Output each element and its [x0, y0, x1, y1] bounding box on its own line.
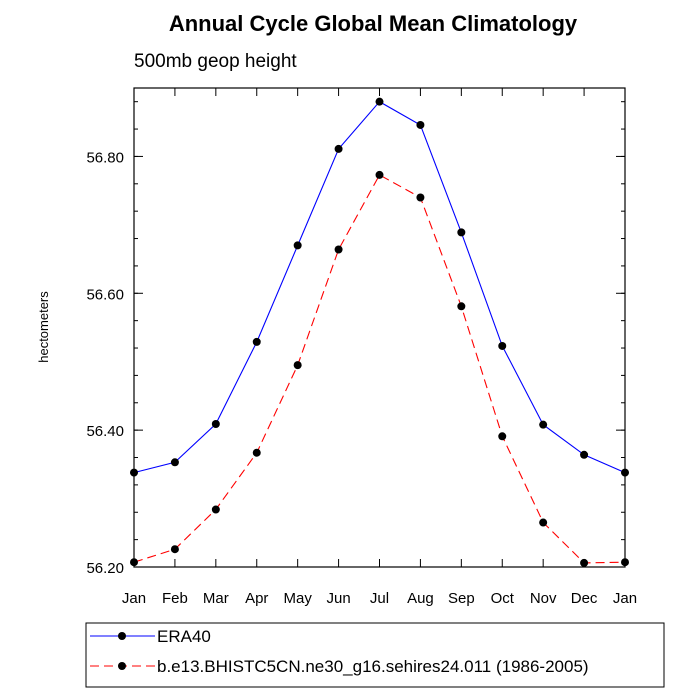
data-point — [211, 505, 220, 514]
data-point — [170, 545, 179, 554]
x-tick-label: Nov — [530, 590, 557, 607]
data-point — [498, 341, 507, 350]
data-point — [293, 361, 302, 370]
x-tick-label: Jun — [326, 590, 350, 607]
y-axis-label: hectometers — [36, 291, 51, 363]
data-point — [621, 558, 629, 567]
x-tick-label: Apr — [245, 590, 268, 607]
legend — [85, 622, 665, 688]
x-tick-label: Jul — [370, 590, 389, 607]
data-point — [457, 302, 466, 311]
x-tick-label: Sep — [448, 590, 475, 607]
data-point — [498, 432, 507, 441]
data-point — [539, 518, 548, 527]
y-tick-label: 56.20 — [86, 560, 124, 577]
chart-subtitle: 500mb geop height — [134, 51, 297, 72]
legend-marker — [118, 632, 126, 640]
plot-frame — [133, 87, 626, 568]
y-tick-label: 56.60 — [86, 286, 124, 303]
axis-ticks: Jan Feb Mar Apr May Jun Jul Aug Sep Oct Nov Dec Jan 5… — [86, 88, 637, 607]
data-point — [130, 468, 138, 477]
x-tick-label: Jan — [613, 590, 637, 607]
data-point — [539, 420, 548, 429]
x-tick-label: Feb — [162, 590, 188, 607]
x-tick-label: Oct — [491, 590, 515, 607]
chart-title: Annual Cycle Global Mean Climatology — [169, 11, 578, 36]
data-point — [375, 170, 384, 179]
legend-label: b.e13.BHISTC5CN.ne30_g16.sehires24.011 (… — [157, 657, 589, 676]
series-line-2 — [133, 174, 626, 564]
data-point — [170, 458, 179, 467]
data-point — [457, 228, 466, 237]
series-layer — [130, 97, 629, 567]
legend-label: ERA40 — [157, 627, 211, 646]
x-tick-label: Aug — [407, 590, 434, 607]
data-point — [580, 558, 589, 567]
y-tick-label: 56.40 — [86, 423, 124, 440]
legend-marker — [118, 662, 126, 670]
data-point — [580, 450, 589, 459]
data-point — [334, 245, 343, 254]
data-point — [416, 193, 425, 202]
data-point — [375, 97, 384, 106]
y-tick-label: 56.80 — [86, 149, 124, 166]
data-point — [130, 558, 138, 567]
data-point — [334, 144, 343, 153]
legend-entries: ERA40 b.e13.BHISTC5CN.ne30_g16.sehires24.… — [90, 627, 589, 676]
series-line-1 — [133, 100, 626, 474]
data-point — [293, 241, 302, 250]
x-tick-label: Dec — [571, 590, 598, 607]
x-tick-label: May — [283, 590, 312, 607]
data-point — [252, 337, 261, 346]
data-point — [252, 448, 261, 457]
x-tick-label: Mar — [203, 590, 229, 607]
data-point — [416, 120, 425, 129]
data-point — [621, 468, 629, 477]
data-point — [211, 419, 220, 428]
x-tick-label: Jan — [122, 590, 146, 607]
